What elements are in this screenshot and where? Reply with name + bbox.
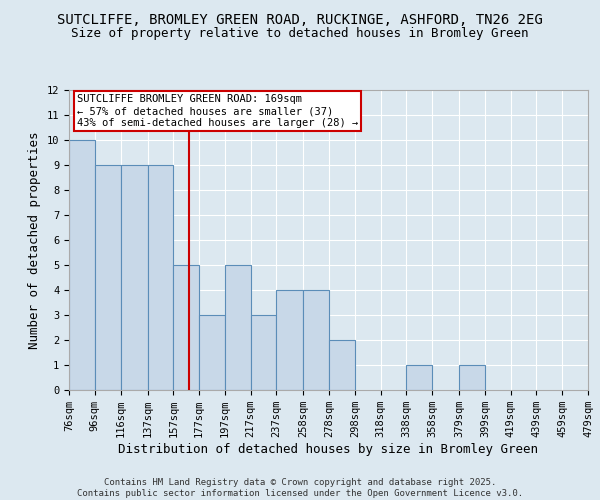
Bar bbox=[148, 165, 173, 390]
Bar bbox=[459, 365, 485, 390]
Bar bbox=[69, 140, 95, 390]
Bar bbox=[406, 365, 432, 390]
Bar bbox=[173, 265, 199, 390]
Bar bbox=[277, 290, 304, 390]
Y-axis label: Number of detached properties: Number of detached properties bbox=[28, 131, 41, 349]
Bar bbox=[225, 265, 251, 390]
Text: SUTCLIFFE BROMLEY GREEN ROAD: 169sqm
← 57% of detached houses are smaller (37)
4: SUTCLIFFE BROMLEY GREEN ROAD: 169sqm ← 5… bbox=[77, 94, 358, 128]
Bar bbox=[304, 290, 329, 390]
Text: SUTCLIFFE, BROMLEY GREEN ROAD, RUCKINGE, ASHFORD, TN26 2EG: SUTCLIFFE, BROMLEY GREEN ROAD, RUCKINGE,… bbox=[57, 12, 543, 26]
Text: Contains HM Land Registry data © Crown copyright and database right 2025.
Contai: Contains HM Land Registry data © Crown c… bbox=[77, 478, 523, 498]
Bar bbox=[95, 165, 121, 390]
Bar bbox=[329, 340, 355, 390]
Bar bbox=[251, 315, 277, 390]
Bar bbox=[121, 165, 148, 390]
X-axis label: Distribution of detached houses by size in Bromley Green: Distribution of detached houses by size … bbox=[119, 443, 539, 456]
Text: Size of property relative to detached houses in Bromley Green: Size of property relative to detached ho… bbox=[71, 28, 529, 40]
Bar bbox=[199, 315, 225, 390]
